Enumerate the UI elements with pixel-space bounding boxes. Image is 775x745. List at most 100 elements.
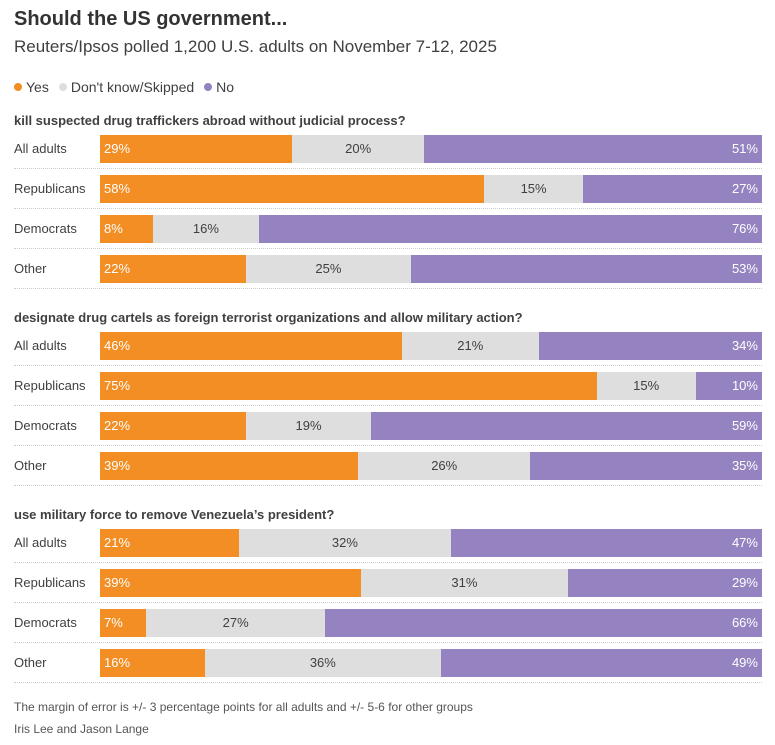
bar-segment-no: 35%	[530, 452, 762, 480]
bar-segment-yes: 8%	[100, 215, 153, 243]
bar-segment-yes: 58%	[100, 175, 484, 203]
bar-segment-dk: 19%	[245, 412, 372, 440]
bar-segment-dk: 31%	[360, 569, 569, 597]
bar-segment-no: 76%	[258, 215, 762, 243]
legend: Yes Don't know/Skipped No	[14, 79, 234, 95]
bar-row: Democrats 7% 27% 66%	[14, 609, 762, 649]
row-label: Republicans	[14, 378, 86, 393]
legend-dot-no	[204, 83, 213, 91]
bar-row: Democrats 22% 19% 59%	[14, 412, 762, 452]
bar-segment-no: 29%	[568, 569, 762, 597]
row-label: All adults	[14, 338, 67, 353]
bar-segment-yes: 39%	[100, 452, 359, 480]
legend-label: Yes	[26, 79, 49, 95]
bar-segment-dk: 32%	[239, 529, 451, 557]
bar-segment-dk: 15%	[483, 175, 584, 203]
row-label: Other	[14, 458, 47, 473]
row-label: Other	[14, 261, 47, 276]
bar-segment-dk: 26%	[358, 452, 531, 480]
bar-segment-yes: 21%	[100, 529, 240, 557]
bar-segment-yes: 16%	[100, 649, 205, 677]
row-divider	[14, 562, 762, 563]
row-label: Democrats	[14, 221, 77, 236]
stacked-bar: 39% 26% 35%	[100, 452, 762, 480]
bar-segment-yes: 22%	[100, 412, 246, 440]
row-label: Republicans	[14, 575, 86, 590]
legend-item-no: No	[204, 79, 234, 95]
bar-segment-yes: 39%	[100, 569, 361, 597]
chart-title: Should the US government...	[14, 8, 288, 30]
legend-item-dk: Don't know/Skipped	[58, 79, 195, 95]
bar-segment-no: 10%	[695, 372, 762, 400]
legend-label: Don't know/Skipped	[70, 79, 195, 95]
bar-row: All adults 21% 32% 47%	[14, 529, 762, 569]
stacked-bar: 22% 19% 59%	[100, 412, 762, 440]
bar-segment-yes: 7%	[100, 609, 147, 637]
stacked-bar: 39% 31% 29%	[100, 569, 762, 597]
row-label: Democrats	[14, 418, 77, 433]
bar-segment-no: 66%	[325, 609, 762, 637]
bar-row: All adults 29% 20% 51%	[14, 135, 762, 175]
question-group: designate drug cartels as foreign terror…	[14, 310, 762, 492]
row-divider	[14, 365, 762, 366]
bar-segment-dk: 15%	[596, 372, 696, 400]
question-title: kill suspected drug traffickers abroad w…	[14, 113, 406, 128]
row-label: Democrats	[14, 615, 77, 630]
stacked-bar: 46% 21% 34%	[100, 332, 762, 360]
stacked-bar: 7% 27% 66%	[100, 609, 762, 637]
stacked-bar: 75% 15% 10%	[100, 372, 762, 400]
question-title: use military force to remove Venezuela’s…	[14, 507, 335, 522]
bar-segment-dk: 21%	[401, 332, 540, 360]
row-divider	[14, 682, 762, 683]
bar-row: Other 39% 26% 35%	[14, 452, 762, 492]
row-divider	[14, 445, 762, 446]
bar-segment-no: 59%	[371, 412, 762, 440]
bar-segment-yes: 46%	[100, 332, 402, 360]
question-title: designate drug cartels as foreign terror…	[14, 310, 523, 325]
bar-segment-yes: 75%	[100, 372, 597, 400]
row-divider	[14, 602, 762, 603]
bar-row: Other 16% 36% 49%	[14, 649, 762, 689]
bar-row: Other 22% 25% 53%	[14, 255, 762, 295]
bar-segment-no: 53%	[411, 255, 762, 283]
bar-segment-dk: 27%	[146, 609, 326, 637]
bar-segment-no: 47%	[450, 529, 762, 557]
stacked-bar: 58% 15% 27%	[100, 175, 762, 203]
row-divider	[14, 485, 762, 486]
bar-segment-dk: 16%	[152, 215, 259, 243]
row-divider	[14, 288, 762, 289]
row-label: Republicans	[14, 181, 86, 196]
bar-segment-no: 34%	[539, 332, 762, 360]
row-divider	[14, 248, 762, 249]
bar-segment-no: 51%	[424, 135, 762, 163]
bar-segment-no: 27%	[583, 175, 762, 203]
bar-segment-no: 49%	[440, 649, 762, 677]
row-divider	[14, 208, 762, 209]
bar-segment-dk: 25%	[245, 255, 412, 283]
row-label: Other	[14, 655, 47, 670]
bar-row: All adults 46% 21% 34%	[14, 332, 762, 372]
bar-row: Republicans 39% 31% 29%	[14, 569, 762, 609]
bar-row: Republicans 58% 15% 27%	[14, 175, 762, 215]
stacked-bar: 8% 16% 76%	[100, 215, 762, 243]
row-label: All adults	[14, 535, 67, 550]
stacked-bar: 16% 36% 49%	[100, 649, 762, 677]
row-label: All adults	[14, 141, 67, 156]
row-divider	[14, 405, 762, 406]
stacked-bar: 21% 32% 47%	[100, 529, 762, 557]
row-divider	[14, 168, 762, 169]
legend-label: No	[216, 79, 235, 95]
credit: Iris Lee and Jason Lange	[14, 722, 149, 736]
bar-segment-yes: 29%	[100, 135, 292, 163]
stacked-bar: 22% 25% 53%	[100, 255, 762, 283]
question-group: kill suspected drug traffickers abroad w…	[14, 113, 762, 295]
footnote: The margin of error is +/- 3 percentage …	[14, 700, 473, 714]
legend-item-yes: Yes	[14, 79, 49, 95]
row-divider	[14, 642, 762, 643]
chart-subtitle: Reuters/Ipsos polled 1,200 U.S. adults o…	[14, 37, 497, 56]
question-group: use military force to remove Venezuela’s…	[14, 507, 762, 689]
legend-dot-dk	[58, 83, 67, 91]
bar-segment-dk: 20%	[291, 135, 425, 163]
stacked-bar: 29% 20% 51%	[100, 135, 762, 163]
bar-row: Democrats 8% 16% 76%	[14, 215, 762, 255]
